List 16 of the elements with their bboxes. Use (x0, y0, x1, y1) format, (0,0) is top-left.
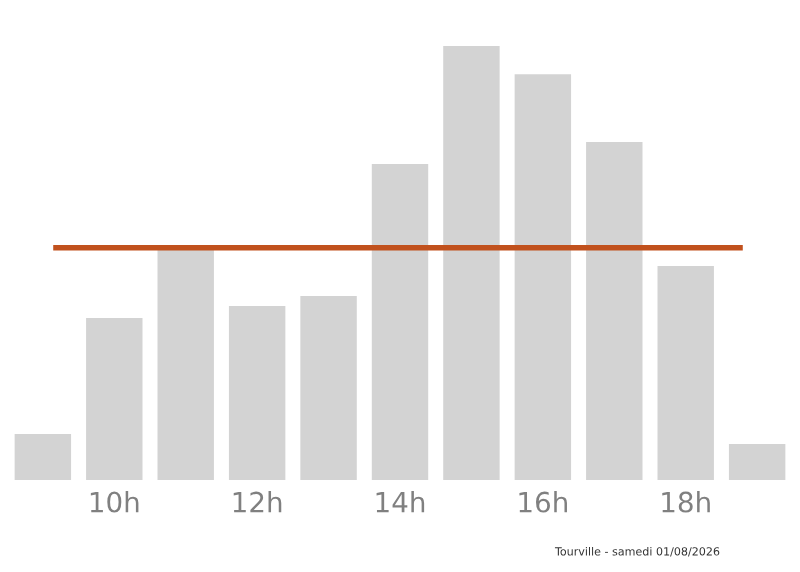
bar (728, 443, 786, 480)
x-tick-label: 12h (233, 491, 282, 513)
bar (228, 305, 286, 480)
x-tick-label: 10h (90, 491, 139, 513)
bar (586, 141, 643, 480)
bar (443, 46, 500, 480)
x-tick-label: 18h (662, 491, 710, 513)
x-tick-label: 16h (519, 491, 567, 513)
bar (514, 74, 572, 480)
bar (14, 434, 72, 480)
bar (657, 266, 714, 480)
x-tick-label: 14h (376, 491, 425, 513)
bar (371, 164, 429, 480)
bar (157, 247, 214, 480)
bar (86, 318, 143, 480)
bar (300, 295, 357, 480)
